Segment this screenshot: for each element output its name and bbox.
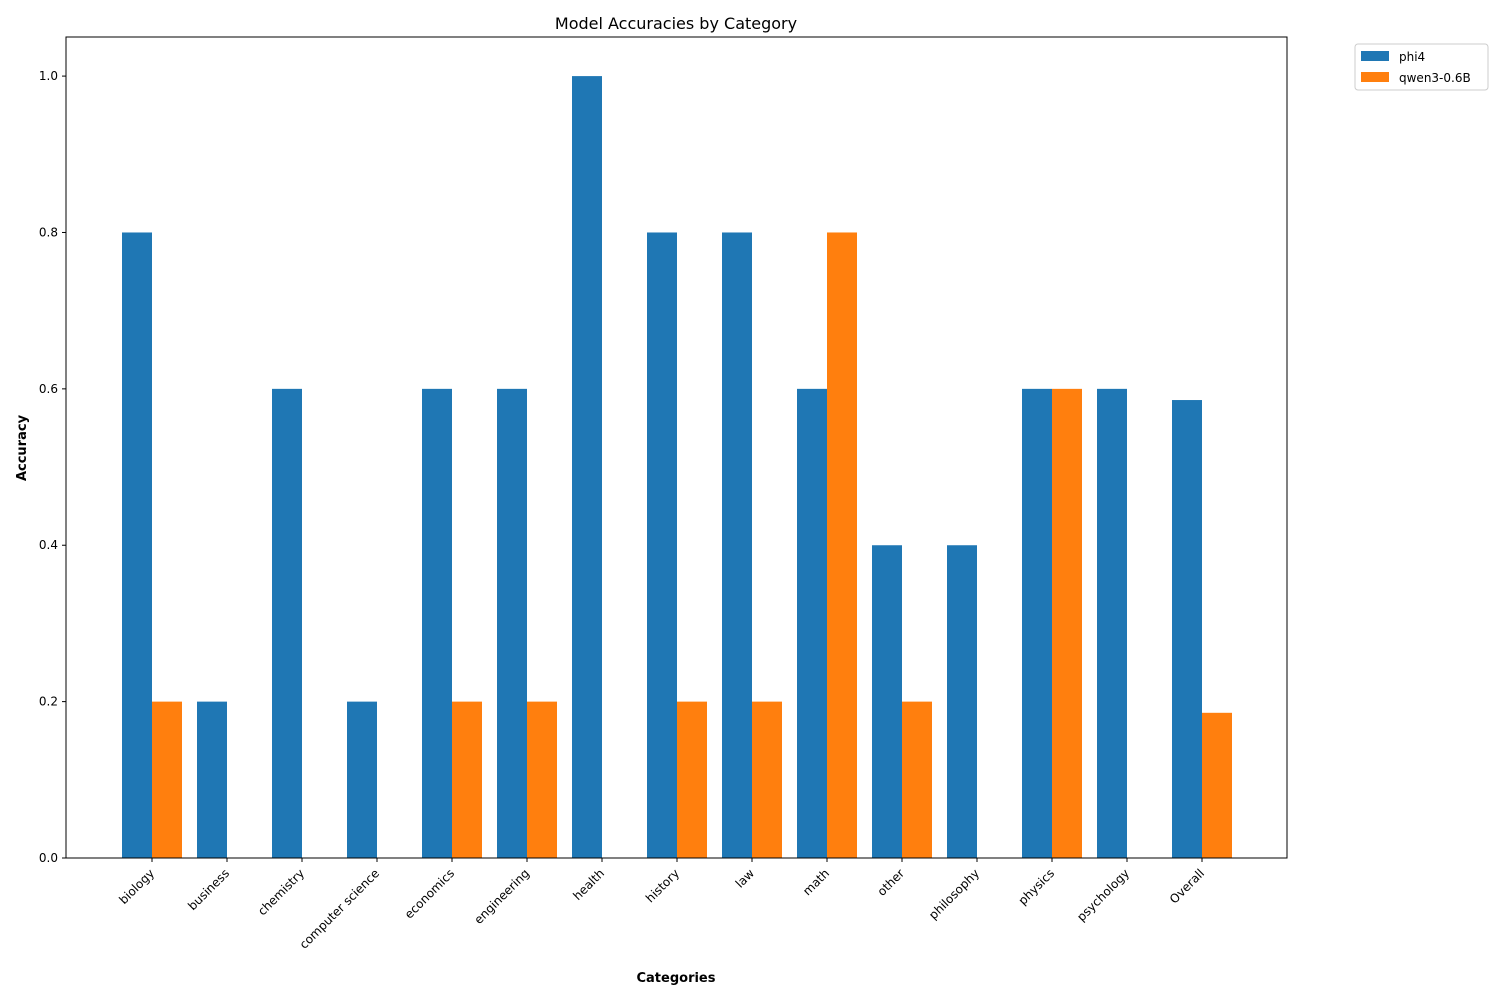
plot-frame [65,36,1288,859]
y-axis-label: Accuracy [15,414,30,481]
bar-qwen3-0.6B-physics [1052,388,1082,858]
y-tick-label: 0.0 [39,851,58,865]
bar-phi4-health [572,76,602,859]
x-tick-label: psychology [1074,866,1132,924]
bar-phi4-engineering [497,388,527,858]
x-tick-label: chemistry [255,866,307,918]
x-tick-label: philosophy [926,866,982,922]
x-tick-label: other [875,866,908,899]
bar-phi4-math [797,388,827,858]
bar-phi4-Overall [1172,400,1202,858]
bar-phi4-law [722,232,752,858]
bar-phi4-physics [1022,388,1052,858]
bar-phi4-history [647,232,677,858]
bar-phi4-biology [122,232,152,858]
bar-qwen3-0.6B-math [827,232,857,858]
bar-phi4-chemistry [272,388,302,858]
x-tick-label: history [643,866,682,905]
x-tick-label: law [733,866,758,891]
y-tick-label: 1.0 [39,69,58,83]
bar-phi4-economics [422,388,452,858]
bar-qwen3-0.6B-biology [152,701,182,858]
bar-qwen3-0.6B-engineering [527,701,557,858]
y-tick-label: 0.8 [39,225,58,239]
bar-qwen3-0.6B-other [902,701,932,858]
bar-phi4-computer-science [347,701,377,858]
bar-qwen3-0.6B-history [677,701,707,858]
x-tick-label: math [800,866,832,898]
x-axis-label: Categories [636,971,715,986]
legend-swatch [1361,72,1389,82]
y-tick-label: 0.6 [39,382,58,396]
y-tick-label: 0.4 [39,538,58,552]
y-tick-label: 0.2 [39,695,58,709]
bar-phi4-other [872,545,902,858]
legend: phi4 qwen3-0.6B [1354,43,1489,91]
x-tick-label: physics [1016,866,1058,908]
x-tick-label: health [570,866,607,903]
bar-phi4-philosophy [947,545,977,858]
x-tick-label: engineering [471,866,532,927]
x-tick-label: computer science [297,866,382,951]
bar-phi4-psychology [1097,388,1127,858]
legend-swatch [1361,51,1389,61]
x-tick-label: biology [116,866,157,907]
x-tick-label: economics [402,866,457,921]
legend-label: qwen3-0.6B [1399,71,1471,85]
x-tick-label: business [185,866,232,913]
bar-qwen3-0.6B-law [752,701,782,858]
chart-title: Model Accuracies by Category [555,14,797,33]
bar-phi4-business [197,701,227,858]
bar-qwen3-0.6B-economics [452,701,482,858]
bar-qwen3-0.6B-Overall [1202,712,1232,858]
legend-label: phi4 [1399,50,1425,64]
x-tick-label: Overall [1167,866,1207,906]
